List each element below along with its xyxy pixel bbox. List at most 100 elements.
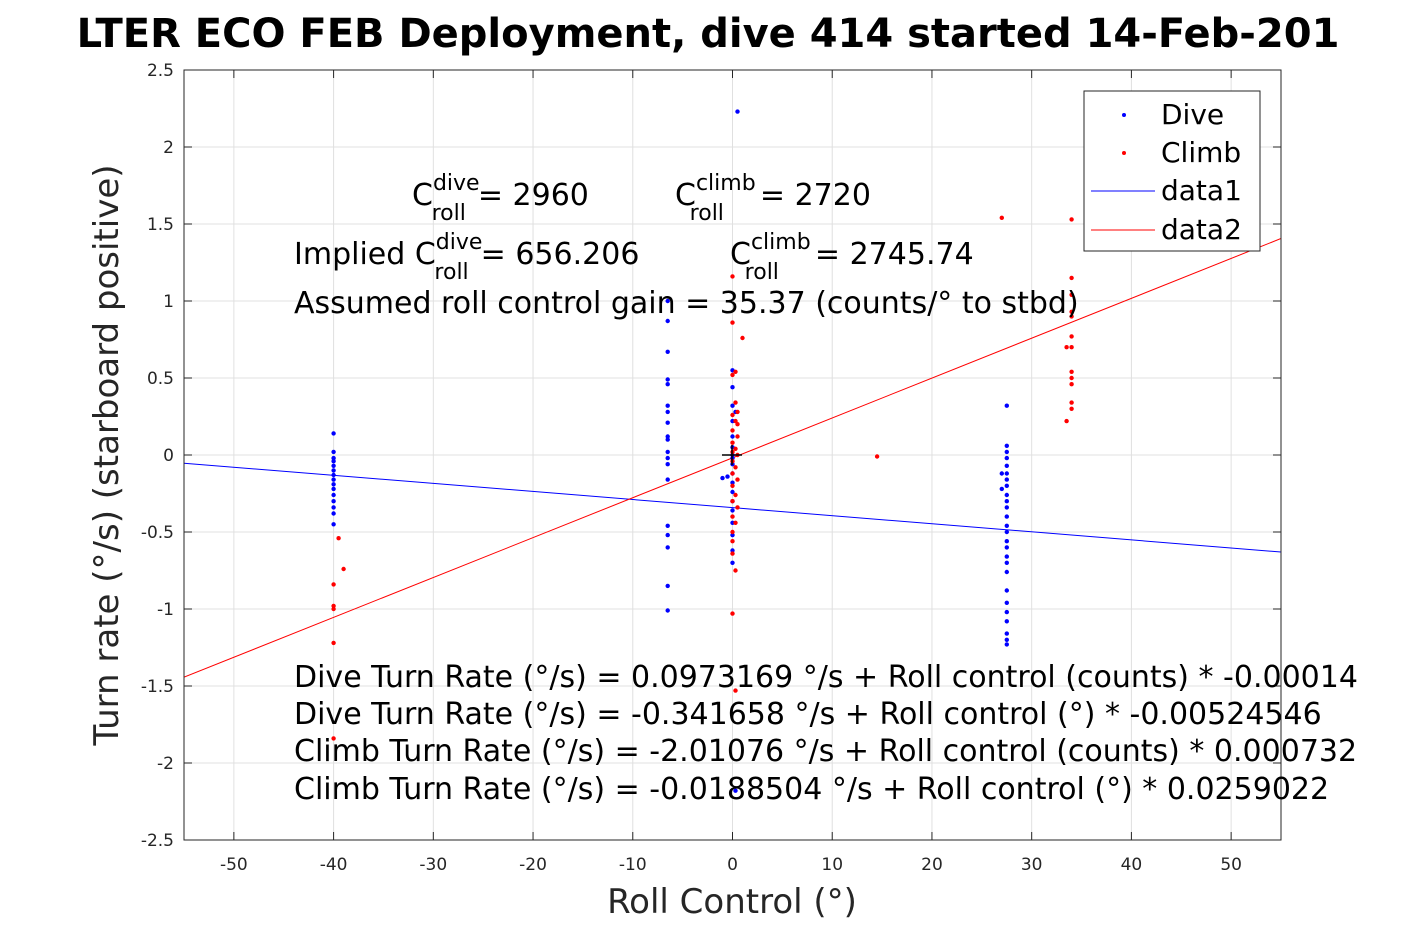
point-climb: [735, 505, 740, 510]
y-tick-label: 0: [163, 446, 174, 466]
point-dive: [331, 486, 336, 492]
point-dive: [1004, 619, 1009, 624]
annotation-c-roll-dive: Cdive roll= 2960: [412, 171, 589, 226]
point-dive: [665, 462, 670, 467]
annotation-equation-2: Dive Turn Rate (°/s) = -0.341658 °/s + R…: [294, 697, 1322, 732]
y-tick-label: -0.5: [141, 523, 174, 543]
point-dive: [331, 431, 336, 436]
point-dive: [665, 532, 670, 538]
y-tick-label: 2.5: [147, 61, 174, 81]
y-tick-label: 0.5: [147, 369, 174, 389]
point-dive: [1004, 631, 1009, 636]
point-dive: [1004, 529, 1009, 535]
annotation-equation-1: Dive Turn Rate (°/s) = 0.0973169 °/s + R…: [294, 660, 1358, 695]
point-climb: [1069, 334, 1074, 339]
point-dive: [1004, 492, 1009, 498]
x-tick-label: -10: [619, 855, 647, 875]
y-tick-label: -2.5: [141, 831, 174, 851]
point-dive: [1004, 609, 1009, 615]
point-dive: [665, 420, 670, 425]
point-dive: [1004, 449, 1009, 455]
point-dive: [331, 482, 336, 487]
y-tick-label: 1.5: [147, 215, 174, 235]
point-dive: [733, 788, 738, 793]
y-axis-ticks: 2.5 2 1.5 1 0.5 0 -0.5 -1 -1.5 -2 -2.5: [141, 61, 1281, 851]
point-dive: [331, 449, 336, 455]
series-line-data1: [184, 462, 1281, 553]
point-climb: [1069, 217, 1074, 222]
point-dive: [1004, 560, 1009, 565]
point-climb: [331, 603, 336, 609]
point-climb: [733, 688, 738, 693]
point-dive: [331, 505, 336, 510]
x-tick-label: -40: [320, 855, 348, 875]
point-dive: [1004, 554, 1009, 559]
point-climb: [331, 606, 336, 612]
point-climb: [1064, 345, 1069, 350]
point-climb: [1069, 375, 1074, 381]
legend: Dive Climb data1 data2: [1083, 90, 1261, 252]
point-climb: [730, 471, 735, 476]
point-climb: [735, 434, 740, 439]
annotations: Cdive roll= 2960 Cclimb roll= 2720 Implied…: [294, 171, 1358, 807]
point-climb: [733, 400, 738, 405]
x-tick-label: -20: [519, 855, 547, 875]
x-axis-ticks: -50 -40 -30 -20 -10 0 10 20 30 40 50: [220, 70, 1242, 875]
point-dive: [1004, 642, 1009, 647]
point-climb: [730, 320, 735, 325]
point-climb: [730, 529, 735, 535]
x-tick-label: 10: [821, 855, 843, 875]
x-tick-label: 0: [727, 855, 738, 875]
point-dive: [730, 434, 735, 439]
x-tick-label: -50: [220, 855, 248, 875]
point-climb: [735, 477, 740, 482]
point-dive: [331, 463, 336, 468]
annotation-implied-climb: Cclimb roll= 2745.74: [730, 230, 974, 285]
point-dive: [730, 560, 735, 565]
point-climb: [331, 582, 336, 587]
x-axis-label: Roll Control (°): [607, 882, 857, 922]
point-climb: [999, 215, 1004, 220]
point-climb: [733, 446, 738, 451]
point-climb: [1069, 345, 1074, 350]
point-dive: [1004, 463, 1009, 468]
point-climb: [1069, 309, 1074, 314]
point-climb: [1069, 400, 1074, 405]
point-dive: [730, 508, 735, 513]
point-dive: [331, 472, 336, 478]
point-climb: [733, 369, 738, 374]
x-tick-label: -30: [419, 855, 447, 875]
point-climb: [336, 536, 341, 541]
point-dive: [665, 449, 670, 455]
point-dive: [735, 109, 740, 114]
point-climb: [730, 539, 735, 544]
point-climb: [331, 640, 336, 646]
point-dive: [1004, 499, 1009, 504]
point-dive: [331, 492, 336, 498]
legend-label-data1: data1: [1161, 174, 1242, 207]
point-climb: [341, 566, 346, 572]
legend-label-climb: Climb: [1161, 136, 1241, 169]
point-climb: [874, 454, 880, 459]
point-climb: [730, 372, 735, 378]
annotation-c-roll-climb: Cclimb roll= 2720: [675, 171, 871, 226]
point-climb: [733, 568, 738, 573]
point-dive: [1004, 477, 1009, 482]
point-dive: [665, 377, 670, 382]
annotation-equation-4: Climb Turn Rate (°/s) = -0.0188504 °/s +…: [294, 772, 1329, 807]
point-climb: [730, 428, 735, 433]
point-climb: [1069, 369, 1074, 374]
point-climb: [1069, 314, 1074, 319]
point-climb: [1069, 382, 1074, 387]
point-dive: [1004, 569, 1009, 575]
point-dive: [331, 459, 336, 464]
y-tick-label: -2: [157, 754, 174, 774]
point-dive: [730, 548, 735, 553]
point-climb: [730, 412, 735, 418]
point-climb: [730, 611, 735, 616]
point-dive: [665, 437, 670, 442]
y-tick-label: 2: [163, 138, 174, 158]
y-tick-label: -1: [157, 600, 174, 620]
point-dive: [1004, 505, 1009, 510]
